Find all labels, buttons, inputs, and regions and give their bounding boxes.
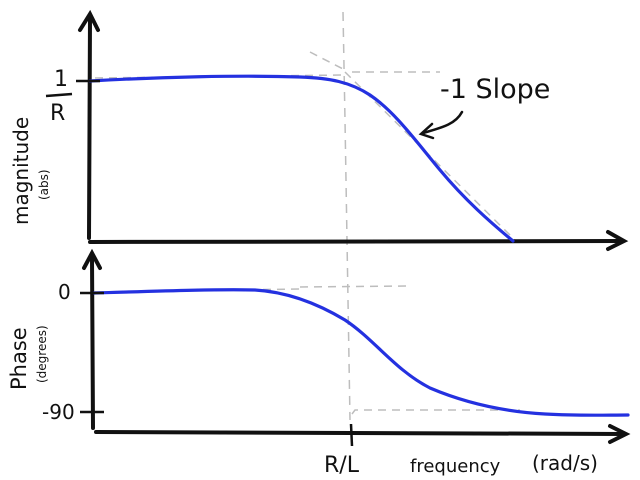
frequency-axis-unit: (rad/s) [532,451,598,475]
phase-axis-label: Phase [7,327,31,390]
magnitude-curve [88,74,515,243]
phase-asymptote-guides [94,285,520,415]
slope-annotation-arrowhead [418,122,435,140]
corner-frequency-guide [342,11,351,421]
frequency-axis-label: frequency [410,456,501,477]
phase-axes [82,248,631,444]
magnitude-axis-unit: (abs) [37,169,51,200]
slope-annotation: -1 Slope [440,74,550,105]
magnitude-axes [78,9,629,251]
magnitude-tick-fraction-bar [45,92,73,98]
magnitude-axis-label: magnitude [9,117,33,225]
phase-curve [92,288,630,417]
phase-tick-minus90-label: -90 [42,400,75,424]
frequency-tick-label: R/L [324,453,360,478]
slope-annotation-arrow [421,110,464,135]
magnitude-tick-numerator: 1 [54,67,68,92]
phase-tick-zero-label: 0 [58,280,71,304]
magnitude-tick-denominator: R [50,101,65,126]
frequency-tick [349,423,354,447]
phase-axis-unit: (degrees) [35,325,49,383]
